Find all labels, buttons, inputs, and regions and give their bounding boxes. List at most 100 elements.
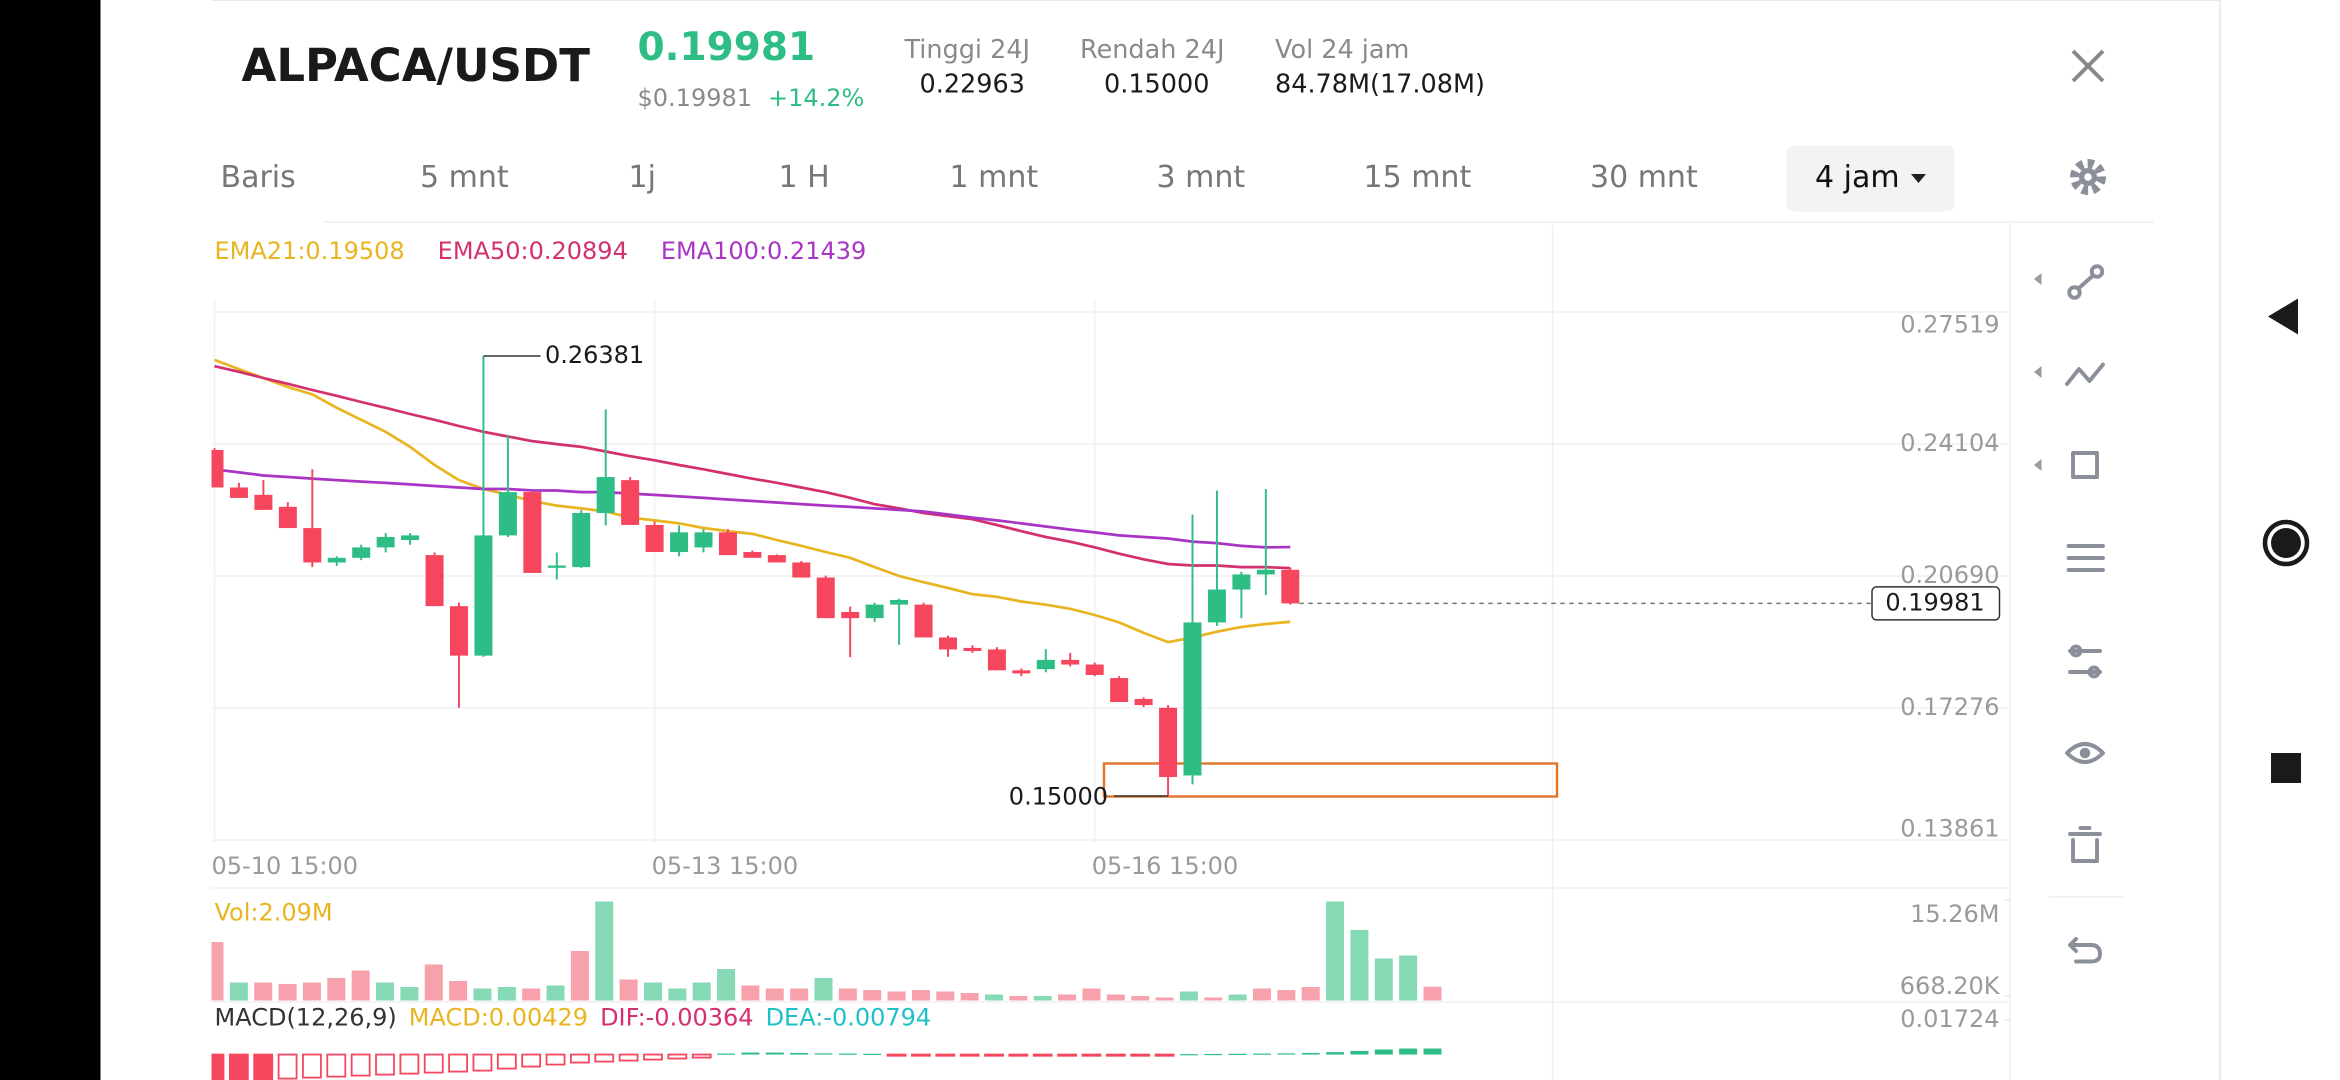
candle-body [1207, 589, 1226, 623]
tool-shape[interactable] [2071, 451, 2099, 479]
bar [1008, 1053, 1029, 1057]
nav-home[interactable] [2262, 519, 2310, 567]
candle-body [816, 577, 835, 619]
bar [1399, 1048, 1418, 1055]
bar [1326, 901, 1345, 1001]
tab[interactable]: 1j [629, 160, 656, 195]
bar [594, 1053, 615, 1063]
bar [472, 1053, 493, 1072]
candle-body [621, 480, 640, 525]
last-price-label: 0.19981 [1885, 588, 1984, 616]
candle-body [1085, 664, 1104, 675]
bar [1057, 1053, 1078, 1057]
tab[interactable]: Baris [221, 160, 296, 195]
gear-hole[interactable] [2084, 173, 2092, 181]
bar [449, 981, 468, 1001]
candle-body [890, 599, 909, 605]
tab[interactable]: 1 H [779, 160, 830, 195]
stat-label: Tinggi 24J [904, 35, 1031, 65]
tab[interactable]: 5 mnt [420, 160, 509, 195]
bar [1399, 955, 1418, 1001]
candle-body [1232, 574, 1251, 590]
candle-body [767, 555, 786, 563]
bar [1326, 1052, 1345, 1055]
ema-line [214, 364, 1291, 570]
tab[interactable]: 4 jam [1815, 160, 1900, 195]
bar [863, 1053, 882, 1055]
tab[interactable]: 3 mnt [1157, 160, 1246, 195]
bar [790, 988, 809, 1001]
bar [326, 1053, 347, 1078]
price-plot [211, 355, 1559, 798]
candle-body [211, 449, 224, 488]
toolbar-arrows [2034, 273, 2042, 471]
bar-plot [211, 1048, 1442, 1080]
toolbar [2034, 264, 2124, 964]
dropdown-caret[interactable] [1911, 174, 1926, 183]
bar [1032, 1053, 1053, 1057]
candle-body [474, 535, 493, 656]
tabs: Baris 5 mnt 1j 1 H 1 mnt 3 mnt 15 mnt 30 mnt 4 j… [221, 160, 1900, 195]
bar [1277, 990, 1296, 1001]
bar [1252, 988, 1271, 1001]
bar [546, 985, 565, 1001]
tool-line[interactable] [2067, 264, 2105, 300]
bar [790, 1052, 809, 1055]
y-tick-label: 15.26M [1910, 900, 1999, 928]
tool-fib[interactable] [2065, 362, 2105, 386]
tool-indicators[interactable] [2066, 544, 2105, 572]
bar [911, 1053, 931, 1057]
candle-body [1036, 659, 1055, 670]
close-button[interactable] [2071, 49, 2105, 83]
bar [497, 986, 516, 1001]
bar [400, 986, 419, 1001]
candle-body [572, 512, 591, 568]
bar [984, 1053, 1004, 1057]
candle-body [1159, 707, 1178, 778]
bar [668, 988, 687, 1001]
tab[interactable]: 30 mnt [1590, 160, 1698, 195]
bar [1106, 994, 1125, 1001]
legend-entry: MACD(12,26,9) [215, 1004, 397, 1032]
candle-body [1281, 569, 1300, 604]
close-icon[interactable] [2071, 49, 2105, 83]
bar [1154, 1053, 1175, 1057]
bar [643, 1053, 663, 1061]
bar [1179, 991, 1198, 1001]
bar [717, 969, 736, 1001]
price-usd: $0.19981 [638, 84, 753, 112]
gear-teeth[interactable] [2070, 159, 2106, 195]
candle-body [1183, 622, 1202, 776]
bar [229, 982, 248, 1001]
bar [1204, 997, 1223, 1001]
tool-undo[interactable] [2068, 937, 2102, 964]
tab[interactable]: 15 mnt [1364, 160, 1472, 195]
candle-body [327, 557, 346, 563]
settings-button[interactable] [2070, 159, 2106, 195]
bar [1058, 994, 1077, 1001]
candle-body [645, 524, 664, 553]
bar [814, 1053, 833, 1055]
candle-body [841, 611, 860, 619]
tab[interactable]: 1 mnt [950, 160, 1039, 195]
bar [211, 942, 224, 1001]
stat-value: 0.22963 [920, 70, 1025, 100]
candle-body [229, 487, 248, 498]
nav-recent[interactable] [2271, 753, 2301, 783]
tool-visibility[interactable] [2065, 742, 2105, 764]
tool-compare[interactable] [2068, 644, 2102, 679]
change: +14.2% [768, 84, 864, 112]
bar [399, 1053, 420, 1075]
nav-back[interactable] [2268, 298, 2298, 335]
stat-label: Rendah 24J [1080, 35, 1224, 65]
bar [1033, 996, 1052, 1001]
bar [985, 994, 1004, 1001]
bar [935, 1053, 956, 1057]
bar [1423, 1048, 1442, 1055]
tool-delete[interactable] [2068, 826, 2102, 863]
nav-home-dot[interactable] [2271, 528, 2301, 558]
bar [838, 988, 857, 1001]
bar [691, 1053, 712, 1059]
bar [1082, 988, 1101, 1001]
